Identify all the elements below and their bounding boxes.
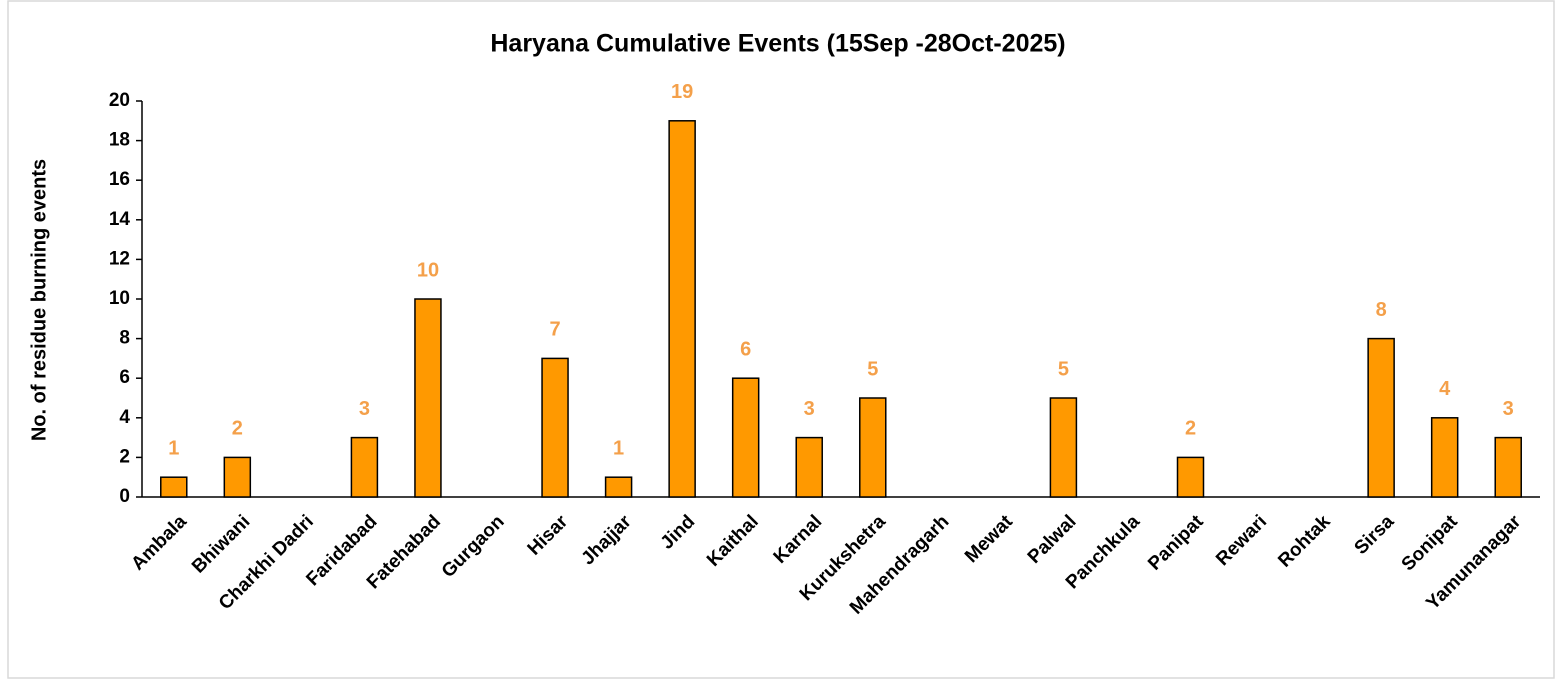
y-tick-label: 20 bbox=[109, 90, 130, 111]
bar bbox=[160, 476, 188, 498]
data-label: 19 bbox=[671, 81, 693, 103]
y-tick-label: 18 bbox=[109, 130, 130, 151]
bar bbox=[1494, 436, 1522, 498]
data-label: 3 bbox=[804, 398, 815, 420]
bar bbox=[350, 436, 379, 498]
data-label: 2 bbox=[1185, 418, 1196, 440]
bar bbox=[1176, 456, 1205, 498]
data-label: 3 bbox=[359, 398, 370, 420]
data-label: 8 bbox=[1376, 299, 1387, 321]
bar bbox=[859, 397, 887, 498]
bar bbox=[1430, 417, 1459, 498]
bar bbox=[414, 298, 442, 498]
chart-title: Haryana Cumulative Events (15Sep -28Oct-… bbox=[490, 30, 1065, 58]
bar bbox=[731, 377, 760, 498]
data-label: 1 bbox=[613, 437, 624, 459]
bar bbox=[668, 120, 696, 498]
chart-border bbox=[7, 0, 1555, 679]
bar bbox=[1049, 397, 1078, 498]
y-tick-label: 0 bbox=[119, 486, 130, 507]
data-label: 10 bbox=[417, 259, 439, 281]
data-label: 5 bbox=[867, 358, 878, 380]
y-tick-label: 6 bbox=[119, 367, 130, 388]
y-axis-label: No. of residue burning events bbox=[28, 159, 50, 441]
data-label: 4 bbox=[1439, 378, 1451, 400]
data-label: 3 bbox=[1503, 398, 1514, 420]
y-tick-label: 16 bbox=[109, 169, 130, 190]
y-tick-label: 8 bbox=[119, 328, 130, 349]
bar bbox=[223, 456, 252, 498]
bar bbox=[541, 357, 569, 498]
y-tick-label: 12 bbox=[109, 248, 130, 269]
bar bbox=[795, 436, 823, 498]
data-label: 5 bbox=[1058, 358, 1069, 380]
bar bbox=[604, 476, 633, 498]
y-tick-label: 14 bbox=[109, 209, 131, 230]
y-tick-label: 10 bbox=[109, 288, 130, 309]
data-label: 6 bbox=[740, 338, 751, 360]
data-label: 7 bbox=[549, 319, 560, 341]
data-label: 2 bbox=[232, 418, 243, 440]
bar bbox=[1367, 337, 1395, 498]
y-tick-label: 2 bbox=[119, 446, 130, 467]
data-label: 1 bbox=[168, 437, 179, 459]
y-tick-label: 4 bbox=[119, 407, 130, 428]
